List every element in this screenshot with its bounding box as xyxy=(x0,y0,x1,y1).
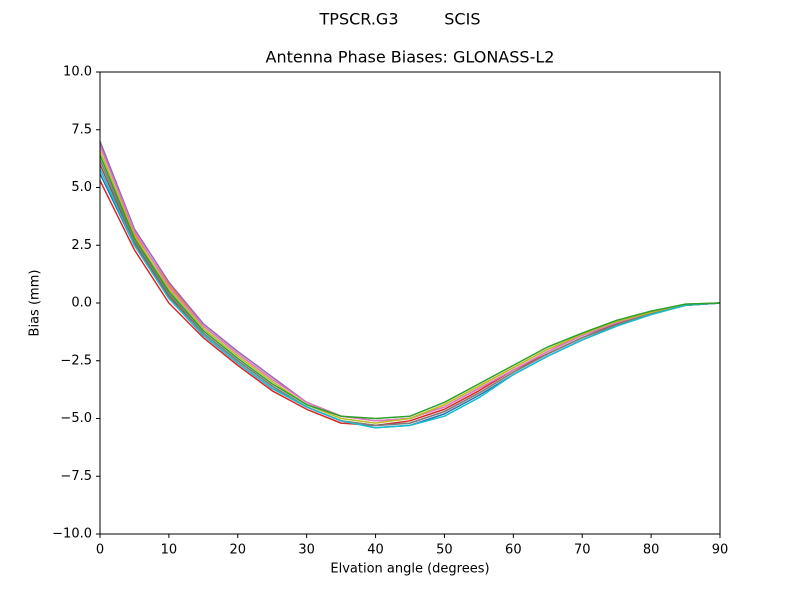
y-tick-label: 5.0 xyxy=(71,180,92,195)
series-line xyxy=(99,150,721,424)
x-tick-label: 80 xyxy=(643,543,660,558)
x-tick-label: 30 xyxy=(298,543,315,558)
plot-area xyxy=(99,141,721,429)
x-tick-label: 70 xyxy=(574,543,591,558)
y-tick-label: −2.5 xyxy=(60,353,92,368)
x-tick-label: 90 xyxy=(712,543,729,558)
series-line xyxy=(99,159,721,427)
y-tick-label: −5.0 xyxy=(60,411,92,426)
x-tick-label: 20 xyxy=(230,543,247,558)
x-tick-label: 10 xyxy=(161,543,178,558)
y-tick-label: 2.5 xyxy=(71,238,92,253)
x-tick-label: 0 xyxy=(96,543,104,558)
x-tick-label: 60 xyxy=(505,543,522,558)
suptitle: TPSCR.G3 SCIS xyxy=(319,10,481,29)
y-tick-label: 10.0 xyxy=(63,65,92,80)
series-line xyxy=(99,154,721,420)
y-tick-label: −10.0 xyxy=(52,527,92,542)
series-line xyxy=(99,168,721,429)
y-tick-label: 7.5 xyxy=(71,122,92,137)
x-tick-label: 40 xyxy=(367,543,384,558)
chart-title: Antenna Phase Biases: GLONASS-L2 xyxy=(266,48,555,67)
x-axis-label: Elvation angle (degrees) xyxy=(330,562,489,577)
y-axis-label: Bias (mm) xyxy=(28,270,43,337)
y-tick-label: 0.0 xyxy=(71,296,92,311)
x-tick-label: 50 xyxy=(436,543,453,558)
y-tick-label: −7.5 xyxy=(60,469,92,484)
